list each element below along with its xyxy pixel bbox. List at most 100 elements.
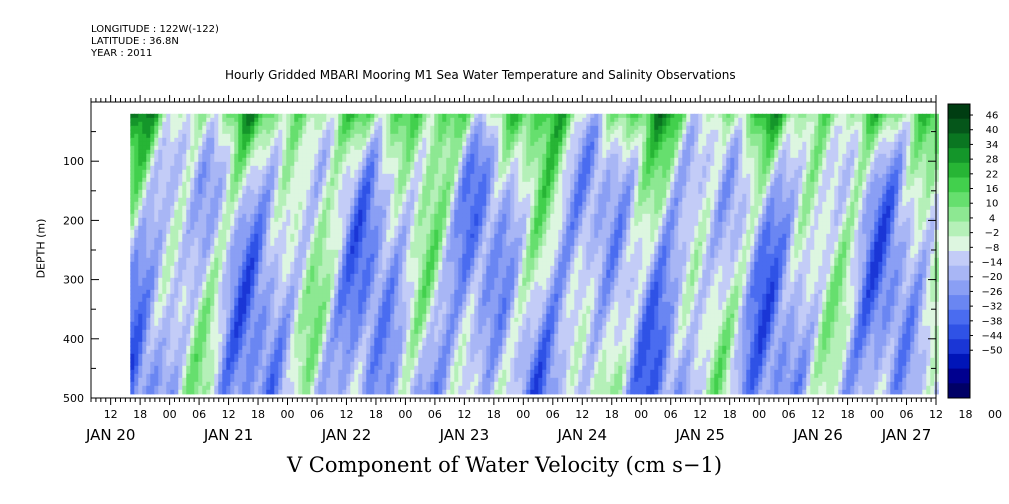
heatmap-cell	[310, 309, 315, 315]
heatmap-cell	[254, 173, 259, 179]
heatmap-cell	[178, 349, 183, 355]
heatmap-cell	[194, 341, 199, 347]
heatmap-cell	[386, 169, 391, 175]
heatmap-cell	[130, 369, 135, 375]
heatmap-cell	[366, 121, 371, 127]
heatmap-cell	[338, 165, 343, 171]
heatmap-cell	[242, 177, 247, 183]
heatmap-cell	[286, 121, 291, 127]
heatmap-cell	[206, 317, 211, 323]
heatmap-cell	[218, 113, 223, 119]
heatmap-cell	[230, 305, 235, 311]
heatmap-cell	[230, 201, 235, 207]
heatmap-cell	[262, 205, 267, 211]
heatmap-cell	[294, 161, 299, 167]
heatmap-cell	[342, 281, 347, 287]
heatmap-cell	[286, 373, 291, 379]
heatmap-cell	[298, 193, 303, 199]
heatmap-cell	[390, 157, 395, 163]
heatmap-cell	[190, 149, 195, 155]
heatmap-cell	[326, 361, 331, 367]
heatmap-cell	[226, 229, 231, 235]
heatmap-cell	[234, 129, 239, 135]
heatmap-cell	[266, 313, 271, 319]
heatmap-cell	[230, 217, 235, 223]
heatmap-cell	[366, 353, 371, 359]
heatmap-cell	[354, 377, 359, 383]
heatmap-cell	[250, 229, 255, 235]
heatmap-cell	[282, 205, 287, 211]
heatmap-cell	[262, 273, 267, 279]
heatmap-cell	[310, 257, 315, 263]
heatmap-cell	[278, 317, 283, 323]
heatmap-cell	[138, 349, 143, 355]
heatmap-cell	[206, 257, 211, 263]
heatmap-cell	[386, 125, 391, 131]
heatmap-cell	[214, 209, 219, 215]
heatmap-cell	[326, 333, 331, 339]
heatmap-cell	[174, 165, 179, 171]
heatmap-cell	[230, 197, 235, 203]
heatmap-cell	[282, 233, 287, 239]
heatmap-cell	[382, 273, 387, 279]
heatmap-cell	[362, 121, 367, 127]
heatmap-cell	[142, 125, 147, 131]
heatmap-cell	[410, 277, 415, 283]
heatmap-cell	[154, 121, 159, 127]
heatmap-cell	[174, 277, 179, 283]
heatmap-cell	[234, 369, 239, 375]
heatmap-cell	[162, 273, 167, 279]
heatmap-cell	[374, 389, 379, 395]
heatmap-cell	[182, 233, 187, 239]
heatmap-cell	[198, 345, 203, 351]
heatmap-cell	[302, 221, 307, 227]
heatmap-cell	[274, 321, 279, 327]
heatmap-cell	[186, 377, 191, 383]
heatmap-cell	[330, 193, 335, 199]
heatmap-cell	[298, 113, 303, 119]
heatmap-cell	[366, 289, 371, 295]
heatmap-cell	[386, 273, 391, 279]
heatmap-cell	[194, 141, 199, 147]
heatmap-cell	[214, 229, 219, 235]
heatmap-cell	[154, 169, 159, 175]
heatmap-cell	[410, 389, 415, 395]
heatmap-cell	[158, 213, 163, 219]
heatmap-cell	[174, 329, 179, 335]
heatmap-cell	[290, 317, 295, 323]
heatmap-cell	[158, 165, 163, 171]
heatmap-cell	[202, 241, 207, 247]
heatmap-cell	[234, 309, 239, 315]
heatmap-cell	[370, 113, 375, 119]
heatmap-cell	[234, 333, 239, 339]
heatmap-cell	[286, 353, 291, 359]
heatmap-cell	[290, 201, 295, 207]
heatmap-cell	[230, 213, 235, 219]
heatmap-cell	[318, 337, 323, 343]
heatmap-cell	[302, 165, 307, 171]
heatmap-cell	[138, 249, 143, 255]
heatmap-cell	[246, 325, 251, 331]
heatmap-cell	[338, 149, 343, 155]
heatmap-cell	[370, 317, 375, 323]
heatmap-cell	[202, 345, 207, 351]
heatmap-cell	[390, 285, 395, 291]
heatmap-cell	[198, 117, 203, 123]
heatmap-cell	[218, 193, 223, 199]
heatmap-cell	[390, 353, 395, 359]
heatmap-cell	[354, 121, 359, 127]
heatmap-cell	[362, 381, 367, 387]
heatmap-cell	[270, 329, 275, 335]
heatmap-cell	[406, 365, 411, 371]
heatmap-cell	[262, 197, 267, 203]
heatmap-cell	[398, 189, 403, 195]
heatmap-cell	[130, 173, 135, 179]
heatmap-cell	[238, 213, 243, 219]
heatmap-cell	[258, 161, 263, 167]
heatmap-cell	[382, 237, 387, 243]
heatmap-cell	[354, 353, 359, 359]
heatmap-cell	[182, 269, 187, 275]
heatmap-cell	[378, 317, 383, 323]
heatmap-cell	[310, 357, 315, 363]
heatmap-cell	[170, 341, 175, 347]
